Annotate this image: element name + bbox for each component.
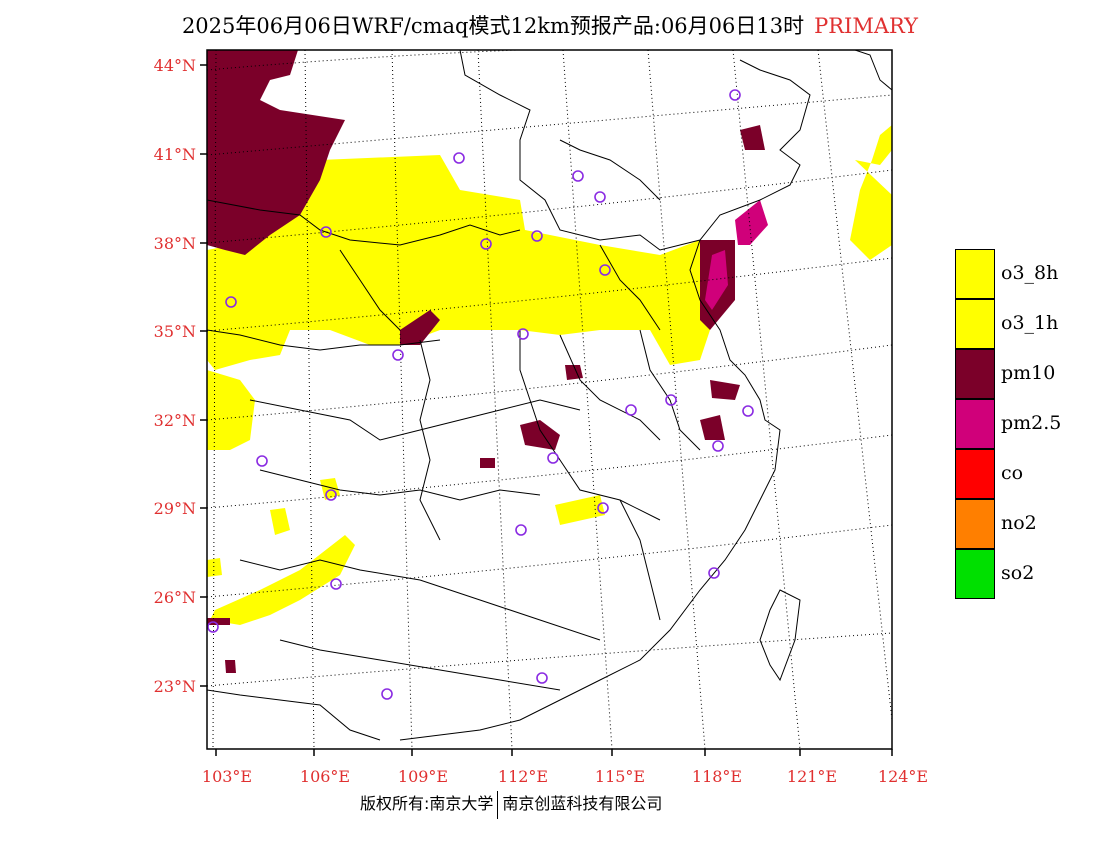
lon-label-109: 109°E [398, 767, 448, 786]
tick-marks [200, 64, 893, 756]
lon-label-124: 124°E [878, 767, 928, 786]
lat-label-29: 29°N [154, 499, 196, 518]
lat-label-23: 23°N [154, 677, 196, 696]
pm25-region [735, 200, 768, 245]
map-layers [207, 50, 892, 749]
pm10-patch-9 [207, 618, 230, 625]
lat-label-38: 38°N [154, 234, 196, 253]
legend-label: pm10 [1001, 362, 1056, 384]
legend-label: o3_1h [1001, 312, 1059, 334]
legend-swatch [955, 349, 995, 399]
lon-label-106: 106°E [300, 767, 350, 786]
o3-patch-3 [555, 495, 605, 525]
o3-patch-1 [320, 478, 340, 500]
legend-label: pm2.5 [1001, 412, 1062, 434]
copyright-right: 南京创蓝科技有限公司 [502, 794, 663, 813]
pm10-patch-10 [480, 458, 495, 468]
title-main: 2025年06月06日WRF/cmaq模式12km预报产品:06月06日13时 [181, 14, 805, 38]
legend-item-o3-1h: o3_1h [955, 299, 1100, 349]
o3-patch-4 [207, 558, 222, 577]
map-frame [206, 49, 893, 750]
lat-label-26: 26°N [154, 588, 196, 607]
lat-label-44: 44°N [154, 56, 196, 75]
o3-region-west [207, 370, 255, 450]
legend-label: o3_8h [1001, 262, 1059, 284]
legend-swatch [955, 299, 995, 349]
legend-item-so2: so2 [955, 549, 1100, 599]
lat-label-41: 41°N [154, 145, 196, 164]
o3-region-north [207, 155, 730, 370]
legend-swatch [955, 499, 995, 549]
legend-label: so2 [1001, 562, 1035, 584]
lon-label-115: 115°E [595, 767, 645, 786]
legend-swatch [955, 249, 995, 299]
footer-separator [497, 790, 499, 819]
legend-item-co: co [955, 449, 1100, 499]
lon-label-103: 103°E [202, 767, 252, 786]
graticule [207, 50, 892, 749]
legend-swatch [955, 399, 995, 449]
boundaries [207, 50, 892, 741]
legend-item-o3-8h: o3_8h [955, 249, 1100, 299]
o3-region-sw [210, 535, 355, 625]
lon-label-118: 118°E [692, 767, 742, 786]
pm10-patch-8 [225, 660, 236, 673]
lat-label-32: 32°N [154, 411, 196, 430]
copyright-footer: 版权所有:南京大学 南京创蓝科技有限公司 [360, 790, 662, 819]
lon-label-112: 112°E [498, 767, 548, 786]
stations [207, 89, 754, 700]
lat-label-35: 35°N [154, 322, 196, 341]
pm25-region-2 [705, 250, 728, 310]
o3-patch-2 [270, 508, 290, 535]
legend-label: co [1001, 462, 1024, 484]
o3-region-east [850, 125, 892, 260]
legend-label: no2 [1001, 512, 1037, 534]
legend-item-no2: no2 [955, 499, 1100, 549]
legend-swatch [955, 549, 995, 599]
copyright-left: 版权所有:南京大学 [360, 794, 494, 813]
title-tag: PRIMARY [814, 14, 919, 38]
pm10-patch-5 [740, 125, 765, 150]
pm10-patch-4 [700, 415, 725, 440]
lon-label-121: 121°E [787, 767, 837, 786]
pm10-patch-2 [520, 420, 560, 450]
legend-swatch [955, 449, 995, 499]
pm10-region-nw [207, 50, 345, 255]
legend-item-pm25: pm2.5 [955, 399, 1100, 449]
pm10-patch-7 [710, 380, 740, 400]
pm10-patch-1 [400, 310, 440, 345]
map-title: 2025年06月06日WRF/cmaq模式12km预报产品:06月06日13时 P… [0, 10, 1100, 40]
legend-item-pm10: pm10 [955, 349, 1100, 399]
